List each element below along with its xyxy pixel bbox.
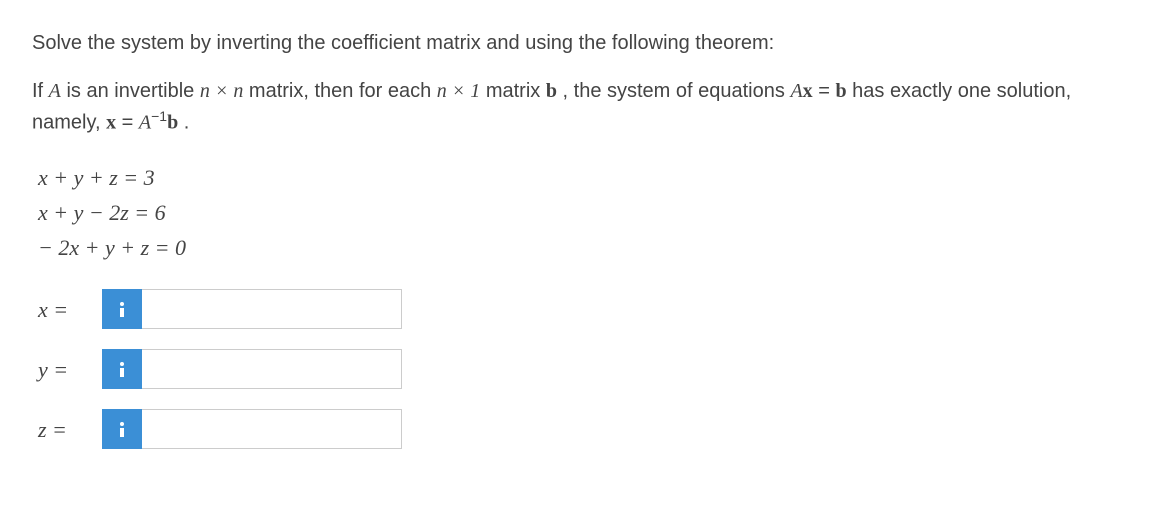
answer-label-z: z = [38, 413, 102, 446]
answer-input-y[interactable] [142, 349, 402, 389]
theorem-b: b [546, 80, 557, 102]
theorem-nx1: n × 1 [437, 80, 481, 102]
theorem-text-5: , the system of equations [557, 80, 790, 102]
answer-row-x: x = [38, 289, 1130, 329]
equation-3: − 2x + y + z = 0 [38, 230, 1130, 265]
info-icon [114, 361, 130, 377]
input-wrapper-y [102, 349, 402, 389]
theorem-text-7: = [116, 112, 139, 134]
answer-row-y: y = [38, 349, 1130, 389]
input-wrapper-z [102, 409, 402, 449]
theorem-text-4: matrix [480, 80, 546, 102]
problem-intro: Solve the system by inverting the coeffi… [32, 28, 1130, 58]
theorem-xbold: x [106, 112, 116, 134]
equation-system: x + y + z = 3 x + y − 2z = 6 − 2x + y + … [38, 160, 1130, 266]
theorem-x: x [803, 80, 813, 102]
theorem-eq: = [813, 80, 836, 102]
info-button-x[interactable] [102, 289, 142, 329]
theorem-text-1: If [32, 80, 49, 102]
theorem-invexp: −1 [151, 108, 167, 124]
theorem-Ainv: A [139, 112, 151, 134]
equation-1: x + y + z = 3 [38, 160, 1130, 195]
info-button-z[interactable] [102, 409, 142, 449]
input-wrapper-x [102, 289, 402, 329]
info-icon [114, 421, 130, 437]
theorem-bfinal: b [167, 112, 178, 134]
theorem-period: . [178, 112, 189, 134]
theorem-text-3: matrix, then for each [243, 80, 436, 102]
theorem-b2: b [835, 80, 846, 102]
theorem-Ax: A [790, 80, 802, 102]
theorem-A: A [49, 80, 61, 102]
answer-input-z[interactable] [142, 409, 402, 449]
equation-2: x + y − 2z = 6 [38, 195, 1130, 230]
theorem-statement: If A is an invertible n × n matrix, then… [32, 76, 1130, 138]
info-button-y[interactable] [102, 349, 142, 389]
theorem-nxn: n × n [200, 80, 244, 102]
answer-label-x: x = [38, 293, 102, 326]
answer-label-y: y = [38, 353, 102, 386]
answer-input-x[interactable] [142, 289, 402, 329]
theorem-text-2: is an invertible [61, 80, 200, 102]
answer-row-z: z = [38, 409, 1130, 449]
info-icon [114, 301, 130, 317]
